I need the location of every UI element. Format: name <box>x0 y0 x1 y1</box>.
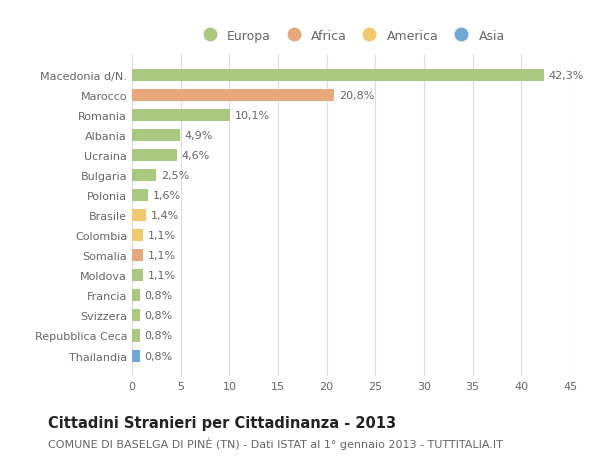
Text: 20,8%: 20,8% <box>340 91 374 101</box>
Bar <box>132 190 148 202</box>
Bar <box>132 250 143 262</box>
Text: 1,1%: 1,1% <box>148 231 176 241</box>
Bar <box>132 290 140 302</box>
Bar <box>132 210 146 222</box>
Text: 1,1%: 1,1% <box>148 271 176 281</box>
Bar <box>132 110 230 122</box>
Text: 2,5%: 2,5% <box>161 171 190 181</box>
Bar <box>132 310 140 322</box>
Legend: Europa, Africa, America, Asia: Europa, Africa, America, Asia <box>193 26 509 46</box>
Text: 42,3%: 42,3% <box>548 71 584 81</box>
Bar <box>132 330 140 342</box>
Text: 0,8%: 0,8% <box>145 311 173 321</box>
Text: 0,8%: 0,8% <box>145 291 173 301</box>
Bar <box>132 230 143 242</box>
Text: COMUNE DI BASELGA DI PINÈ (TN) - Dati ISTAT al 1° gennaio 2013 - TUTTITALIA.IT: COMUNE DI BASELGA DI PINÈ (TN) - Dati IS… <box>48 437 503 449</box>
Bar <box>132 130 179 142</box>
Bar <box>132 150 177 162</box>
Bar <box>132 70 544 82</box>
Bar <box>132 350 140 362</box>
Text: 1,6%: 1,6% <box>152 191 181 201</box>
Text: 10,1%: 10,1% <box>235 111 270 121</box>
Text: 0,8%: 0,8% <box>145 331 173 341</box>
Bar <box>132 270 143 282</box>
Bar <box>132 170 157 182</box>
Text: 0,8%: 0,8% <box>145 351 173 361</box>
Text: 4,9%: 4,9% <box>185 131 213 141</box>
Text: 1,4%: 1,4% <box>151 211 179 221</box>
Text: 1,1%: 1,1% <box>148 251 176 261</box>
Text: 4,6%: 4,6% <box>182 151 210 161</box>
Bar <box>132 90 334 102</box>
Text: Cittadini Stranieri per Cittadinanza - 2013: Cittadini Stranieri per Cittadinanza - 2… <box>48 415 396 431</box>
